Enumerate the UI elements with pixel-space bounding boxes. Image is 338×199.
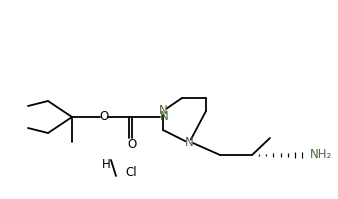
- Text: H: H: [102, 157, 111, 171]
- Text: NH₂: NH₂: [310, 148, 332, 162]
- Text: N: N: [160, 110, 168, 124]
- Text: O: O: [127, 138, 137, 150]
- Text: N: N: [159, 104, 167, 117]
- Text: Cl: Cl: [125, 166, 137, 179]
- Text: N: N: [185, 137, 193, 149]
- Text: O: O: [99, 110, 108, 124]
